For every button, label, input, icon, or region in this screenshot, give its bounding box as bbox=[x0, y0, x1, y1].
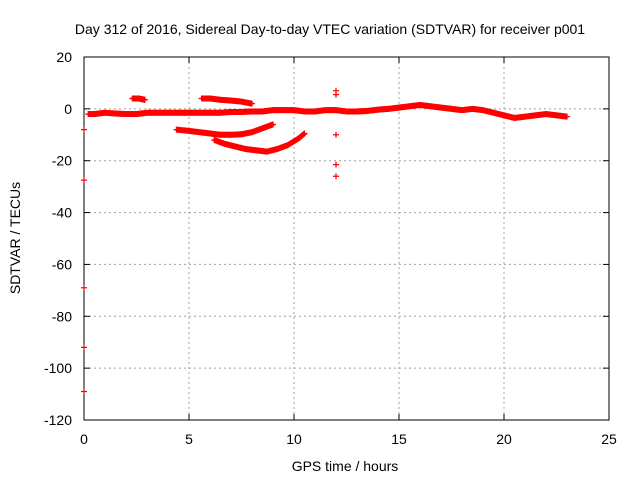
axis-ticks: 0 5 10 15 20 25 20 0 -20 -40 -60 -80 -100 -120 bbox=[44, 49, 617, 447]
x-tick-label: 10 bbox=[286, 431, 302, 447]
data-point bbox=[333, 161, 339, 168]
y-tick-label: -40 bbox=[52, 205, 72, 221]
data-point bbox=[269, 121, 276, 128]
y-tick-label: 20 bbox=[56, 49, 72, 65]
data-point bbox=[301, 130, 308, 137]
y-tick-label: -20 bbox=[52, 153, 72, 169]
x-axis-label: GPS time / hours bbox=[292, 458, 399, 474]
data-points bbox=[81, 87, 570, 395]
series-lower-arc-1 bbox=[173, 121, 276, 138]
data-point bbox=[81, 177, 87, 184]
series-upper-arc-1 bbox=[129, 95, 148, 103]
y-axis-label: SDTVAR / TECUs bbox=[7, 182, 23, 294]
y-tick-label: -80 bbox=[52, 308, 72, 324]
data-point bbox=[333, 173, 339, 180]
y-tick-label: -120 bbox=[44, 412, 72, 428]
series-main-track bbox=[85, 101, 570, 121]
x-tick-label: 5 bbox=[185, 431, 193, 447]
plot-frame bbox=[83, 56, 610, 421]
data-point bbox=[81, 284, 87, 291]
y-tick-label: -60 bbox=[52, 256, 72, 272]
data-point bbox=[81, 344, 87, 351]
data-point bbox=[81, 388, 87, 395]
x-tick-label: 20 bbox=[496, 431, 512, 447]
data-point bbox=[333, 131, 339, 138]
data-point bbox=[333, 91, 339, 98]
x-tick-label: 25 bbox=[601, 431, 617, 447]
x-tick-label: 0 bbox=[80, 431, 88, 447]
series-upper-arc-2 bbox=[198, 95, 255, 107]
y-tick-label: -100 bbox=[44, 360, 72, 376]
data-point bbox=[141, 96, 148, 103]
data-point bbox=[81, 126, 87, 133]
y-tick-label: 0 bbox=[64, 101, 72, 117]
series-isolated-points bbox=[81, 87, 339, 395]
chart-title: Day 312 of 2016, Sidereal Day-to-day VTE… bbox=[75, 21, 585, 37]
x-tick-label: 15 bbox=[391, 431, 407, 447]
data-point bbox=[563, 113, 570, 120]
data-point bbox=[248, 100, 255, 107]
series-lower-arc-2 bbox=[211, 130, 308, 155]
